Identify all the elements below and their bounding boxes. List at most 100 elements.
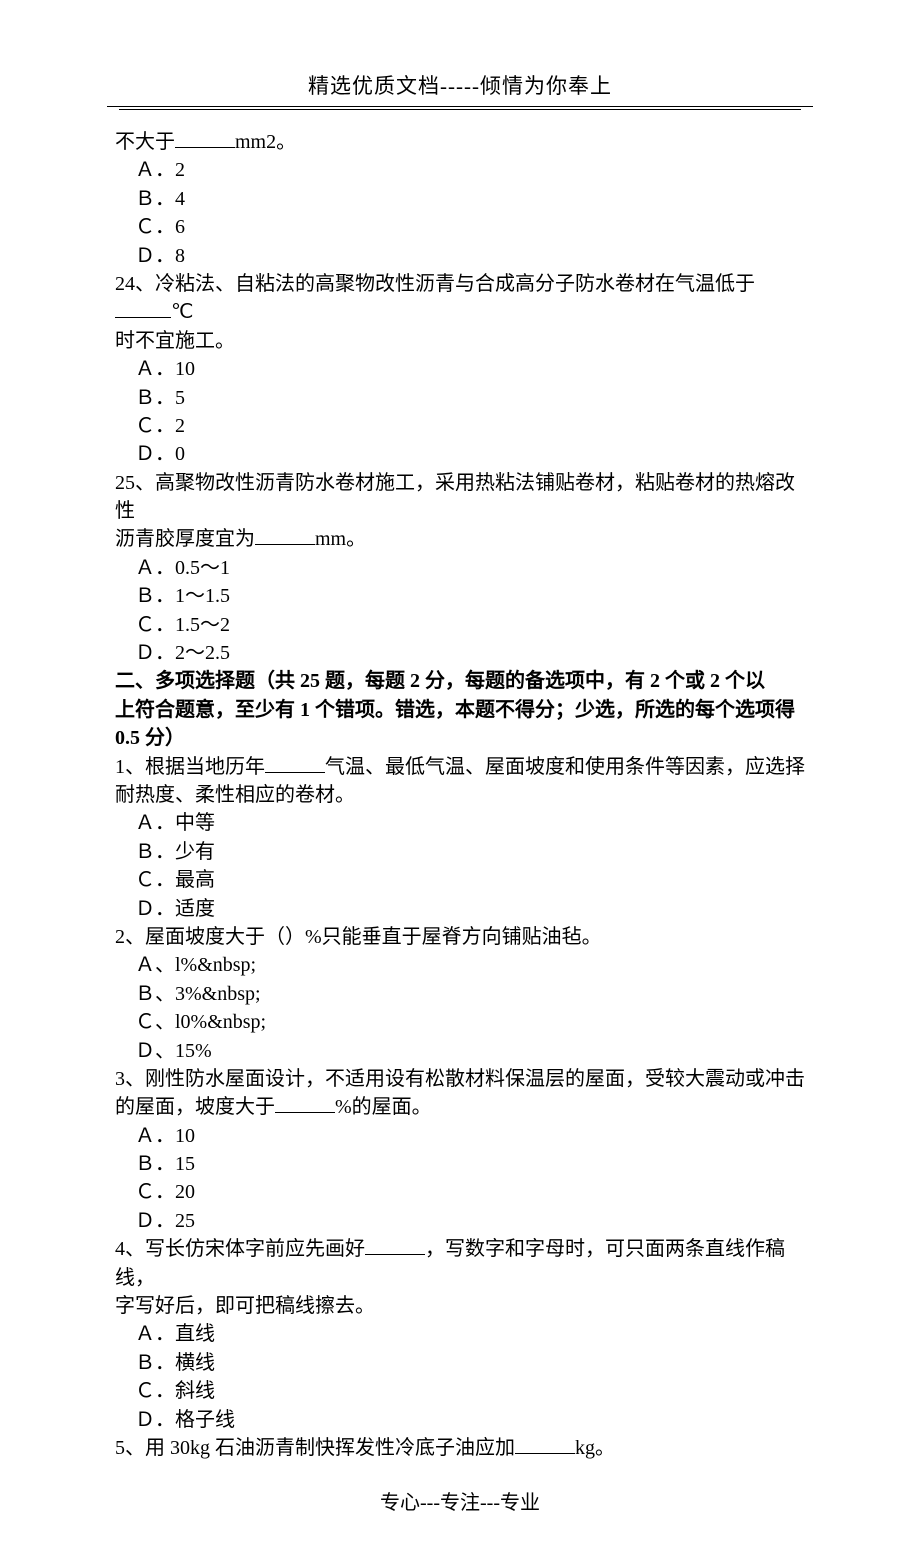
m4-stem-line2: 字写好后，即可把稿线擦去。: [115, 1292, 805, 1320]
m1-opt-d: Ｄ．适度: [115, 895, 805, 923]
m1-opt-a: Ａ．中等: [115, 809, 805, 837]
section2-heading-l2: 上符合题意，至少有 1 个错项。错选，本题不得分；少选，所选的每个选项得: [115, 696, 805, 724]
option-text: Ｃ．6: [135, 216, 185, 238]
option-text: Ｃ．1.5～2: [135, 614, 230, 636]
m1-opt-c: Ｃ．最高: [115, 866, 805, 894]
q25-opt-c: Ｃ．1.5～2: [115, 611, 805, 639]
option-text: Ｄ．8: [135, 245, 185, 267]
m4-opt-b: Ｂ．横线: [115, 1349, 805, 1377]
m4-stem-pre: 4、写长仿宋体字前应先画好: [115, 1238, 365, 1260]
q25-opt-d: Ｄ．2～2.5: [115, 639, 805, 667]
m3-opt-c: Ｃ．20: [115, 1178, 805, 1206]
m2-opt-c: Ｃ、l0%&nbsp;: [115, 1008, 805, 1036]
page-footer: 专心---专注---专业: [115, 1486, 805, 1515]
q23-stem-post: mm2。: [235, 131, 296, 153]
option-text: Ａ、l%&nbsp;: [135, 954, 256, 976]
q24-stem-pre: 24、冷粘法、自粘法的高聚物改性沥青与合成高分子防水卷材在气温低于: [115, 273, 755, 295]
blank-fill: [115, 299, 171, 318]
page: 精选优质文档-----倾情为你奉上 不大于 mm2。 Ａ．2 Ｂ．4 Ｃ．6 Ｄ．…: [0, 0, 920, 1565]
m1-stem-pre: 1、根据当地历年: [115, 756, 265, 778]
m1-opt-b: Ｂ．少有: [115, 838, 805, 866]
q25-opt-a: Ａ．0.5～1: [115, 554, 805, 582]
header-rule-outer: [107, 106, 813, 107]
m3-opt-a: Ａ．10: [115, 1122, 805, 1150]
option-text: Ｄ．0: [135, 443, 185, 465]
footer-text: 专心---专注---专业: [380, 1492, 540, 1514]
page-header: 精选优质文档-----倾情为你奉上: [115, 70, 805, 106]
option-text: Ａ．10: [135, 1125, 195, 1147]
q23-opt-d: Ｄ．8: [115, 242, 805, 270]
q24-opt-c: Ｃ．2: [115, 412, 805, 440]
blank-fill: [365, 1236, 425, 1255]
m3-stem-line2: 的屋面，坡度大于 %的屋面。: [115, 1093, 805, 1121]
option-text: Ａ．2: [135, 159, 185, 181]
option-text: Ａ．中等: [135, 812, 215, 834]
m1-stem-line1: 1、根据当地历年 气温、最低气温、屋面坡度和使用条件等因素，应选择: [115, 753, 805, 781]
m2-stem: 2、屋面坡度大于（）%只能垂直于屋脊方向铺贴油毡。: [115, 923, 805, 951]
option-text: Ｄ．2～2.5: [135, 642, 230, 664]
q24-opt-a: Ａ．10: [115, 355, 805, 383]
m3-stem-post: %的屋面。: [335, 1096, 432, 1118]
option-text: Ｄ、15%: [135, 1040, 212, 1062]
m2-opt-b: Ｂ、3%&nbsp;: [115, 980, 805, 1008]
m1-stem-line2: 耐热度、柔性相应的卷材。: [115, 781, 805, 809]
m4-opt-a: Ａ．直线: [115, 1320, 805, 1348]
q24-stem-post: ℃: [171, 301, 193, 323]
blank-fill: [175, 129, 235, 148]
m2-opt-a: Ａ、l%&nbsp;: [115, 951, 805, 979]
option-text: Ｄ．25: [135, 1210, 195, 1232]
option-text: Ｃ．20: [135, 1181, 195, 1203]
q23-stem-pre: 不大于: [115, 131, 175, 153]
q23-stem-tail: 不大于 mm2。: [115, 128, 805, 156]
option-text: Ｃ．最高: [135, 869, 215, 891]
q25-stem-pre: 沥青胶厚度宜为: [115, 528, 255, 550]
option-text: Ｂ．1～1.5: [135, 585, 230, 607]
q24-opt-d: Ｄ．0: [115, 440, 805, 468]
m3-stem-line1: 3、刚性防水屋面设计，不适用设有松散材料保温层的屋面，受较大震动或冲击: [115, 1065, 805, 1093]
q24-stem-line1: 24、冷粘法、自粘法的高聚物改性沥青与合成高分子防水卷材在气温低于 ℃: [115, 270, 805, 327]
option-text: Ｄ．适度: [135, 898, 215, 920]
option-text: Ｂ、3%&nbsp;: [135, 983, 261, 1005]
m4-opt-d: Ｄ．格子线: [115, 1406, 805, 1434]
option-text: Ｂ．15: [135, 1153, 195, 1175]
option-text: Ｃ、l0%&nbsp;: [135, 1011, 266, 1033]
section2-heading-l3: 0.5 分）: [115, 724, 805, 752]
blank-fill: [265, 754, 325, 773]
section2-heading-l1: 二、多项选择题（共 25 题，每题 2 分，每题的备选项中，有 2 个或 2 个…: [115, 667, 805, 695]
m4-stem-line1: 4、写长仿宋体字前应先画好，写数字和字母时，可只面两条直线作稿线，: [115, 1235, 805, 1292]
option-text: Ｂ．少有: [135, 841, 215, 863]
q23-opt-c: Ｃ．6: [115, 213, 805, 241]
option-text: Ｂ．横线: [135, 1352, 215, 1374]
q25-stem-line2: 沥青胶厚度宜为 mm。: [115, 525, 805, 553]
option-text: Ｂ．4: [135, 188, 185, 210]
m5-stem-pre: 5、用 30kg 石油沥青制快挥发性冷底子油应加: [115, 1437, 515, 1459]
option-text: Ｃ．2: [135, 415, 185, 437]
m3-opt-d: Ｄ．25: [115, 1207, 805, 1235]
option-text: Ｂ．5: [135, 387, 185, 409]
header-title: 精选优质文档-----倾情为你奉上: [308, 74, 612, 98]
q24-stem-line2: 时不宜施工。: [115, 327, 805, 355]
blank-fill: [515, 1435, 575, 1454]
option-text: Ａ．0.5～1: [135, 557, 230, 579]
m5-stem: 5、用 30kg 石油沥青制快挥发性冷底子油应加 kg。: [115, 1434, 805, 1462]
m1-stem-post: 气温、最低气温、屋面坡度和使用条件等因素，应选择: [325, 756, 805, 778]
q25-stem-line1: 25、高聚物改性沥青防水卷材施工，采用热粘法铺贴卷材，粘贴卷材的热熔改性: [115, 469, 805, 526]
q24-opt-b: Ｂ．5: [115, 384, 805, 412]
m2-opt-d: Ｄ、15%: [115, 1037, 805, 1065]
m5-stem-post: kg。: [575, 1437, 615, 1459]
content-body: 不大于 mm2。 Ａ．2 Ｂ．4 Ｃ．6 Ｄ．8 24、冷粘法、自粘法的高聚物改性…: [115, 128, 805, 1462]
blank-fill: [275, 1094, 335, 1113]
option-text: Ｃ．斜线: [135, 1380, 215, 1402]
m3-stem-pre: 的屋面，坡度大于: [115, 1096, 275, 1118]
header-rule-inner: [119, 109, 801, 110]
m4-opt-c: Ｃ．斜线: [115, 1377, 805, 1405]
q23-opt-a: Ａ．2: [115, 156, 805, 184]
q23-opt-b: Ｂ．4: [115, 185, 805, 213]
option-text: Ａ．10: [135, 358, 195, 380]
m3-opt-b: Ｂ．15: [115, 1150, 805, 1178]
option-text: Ａ．直线: [135, 1323, 215, 1345]
blank-fill: [255, 526, 315, 545]
q25-opt-b: Ｂ．1～1.5: [115, 582, 805, 610]
q25-stem-post: mm。: [315, 528, 366, 550]
option-text: Ｄ．格子线: [135, 1409, 235, 1431]
